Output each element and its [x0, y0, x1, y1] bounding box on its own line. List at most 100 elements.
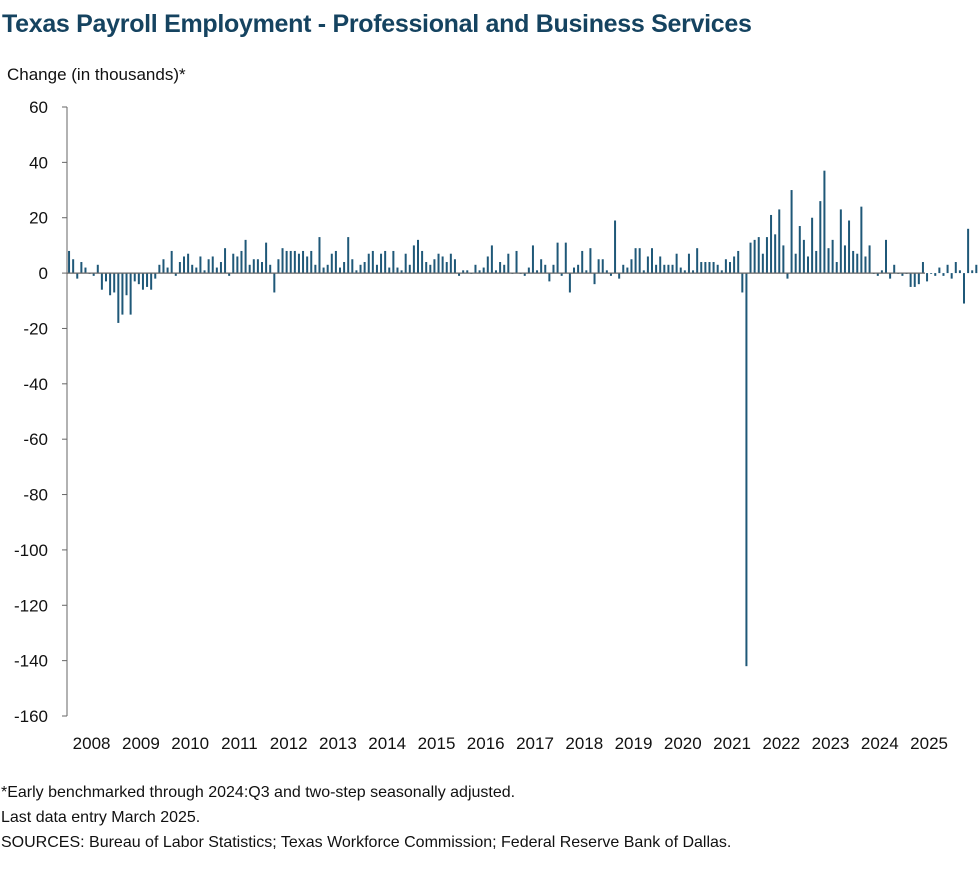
bar: [224, 248, 227, 274]
bar: [827, 248, 830, 274]
bar: [453, 259, 456, 274]
bar: [880, 270, 883, 274]
bar: [269, 264, 272, 274]
x-tick-label: 2010: [171, 734, 209, 753]
bar: [954, 262, 957, 274]
bar: [80, 262, 83, 274]
bar: [417, 239, 419, 274]
bar: [347, 237, 350, 274]
bar: [856, 253, 859, 274]
bar: [121, 273, 124, 315]
bar: [724, 259, 727, 274]
x-tick-label: 2015: [418, 734, 456, 753]
bar: [277, 259, 280, 274]
bar: [191, 264, 194, 274]
bar: [408, 264, 411, 274]
bar: [876, 273, 879, 276]
bar: [807, 256, 809, 274]
bar: [950, 273, 953, 279]
bar: [343, 262, 346, 274]
bar: [704, 262, 707, 274]
axes-group: [66, 107, 925, 716]
bar: [646, 256, 649, 274]
bar: [507, 253, 510, 274]
bar: [404, 253, 407, 274]
bar: [236, 256, 239, 274]
bar: [967, 228, 970, 274]
bar: [355, 270, 358, 274]
bar: [503, 264, 506, 274]
bar: [893, 264, 896, 274]
bar: [942, 273, 945, 276]
bar: [527, 267, 530, 274]
bar: [76, 273, 79, 279]
bar: [971, 270, 974, 274]
bar: [921, 262, 924, 274]
bar: [248, 264, 251, 274]
bar: [679, 267, 682, 274]
bar: [207, 259, 210, 274]
bar: [589, 248, 592, 274]
bar: [737, 250, 740, 274]
bar: [696, 248, 699, 274]
bar: [433, 259, 436, 274]
bar: [585, 270, 588, 274]
x-tick-label: 2017: [516, 734, 554, 753]
bar: [552, 264, 555, 274]
bar: [515, 250, 518, 274]
bar: [326, 264, 329, 274]
y-tick-label: -100: [14, 541, 48, 560]
bar: [412, 245, 415, 274]
bar: [429, 264, 432, 274]
bar: [449, 253, 452, 274]
bar: [195, 267, 198, 274]
bar: [946, 264, 949, 274]
footnote-last-entry: Last data entry March 2025.: [1, 809, 201, 826]
bar: [109, 273, 112, 296]
bar: [117, 273, 120, 323]
bar: [815, 250, 818, 274]
bar: [495, 270, 497, 274]
bar: [901, 273, 904, 276]
bar: [458, 273, 461, 276]
bar: [634, 248, 637, 274]
bar: [162, 259, 165, 274]
bar: [630, 259, 633, 274]
bar: [170, 250, 173, 274]
x-tick-label: 2020: [664, 734, 702, 753]
bar: [819, 201, 822, 274]
bar: [351, 259, 354, 274]
y-tick-label: -20: [23, 319, 48, 338]
bar: [716, 264, 719, 274]
bar: [909, 273, 912, 287]
bar: [757, 237, 760, 274]
bar: [367, 253, 370, 274]
bar: [835, 262, 838, 274]
x-ticks-group: 2008 2009 2010 2011 2012 2013 2014 2015 2016 2017…: [73, 734, 948, 753]
bar: [203, 270, 206, 274]
bar: [556, 242, 559, 274]
bar: [318, 237, 321, 274]
bar: [651, 248, 653, 274]
y-tick-label: -40: [23, 375, 48, 394]
y-tick-label: 40: [29, 153, 48, 172]
bar: [174, 273, 177, 276]
bar: [150, 273, 153, 290]
bar: [618, 273, 621, 279]
bar: [187, 253, 190, 274]
bar: [183, 256, 185, 274]
bar: [137, 273, 140, 285]
bar: [334, 250, 337, 274]
bar: [68, 250, 71, 274]
bar: [158, 264, 161, 274]
x-tick-label: 2013: [319, 734, 357, 753]
chart-title: Texas Payroll Employment - Professional …: [2, 10, 752, 38]
bar: [125, 273, 128, 296]
y-tick-label: 0: [39, 264, 48, 283]
bar: [256, 259, 259, 274]
bar: [100, 273, 103, 290]
bar: [252, 259, 255, 274]
bar: [622, 264, 625, 274]
bar: [852, 250, 855, 274]
bar: [745, 273, 748, 667]
